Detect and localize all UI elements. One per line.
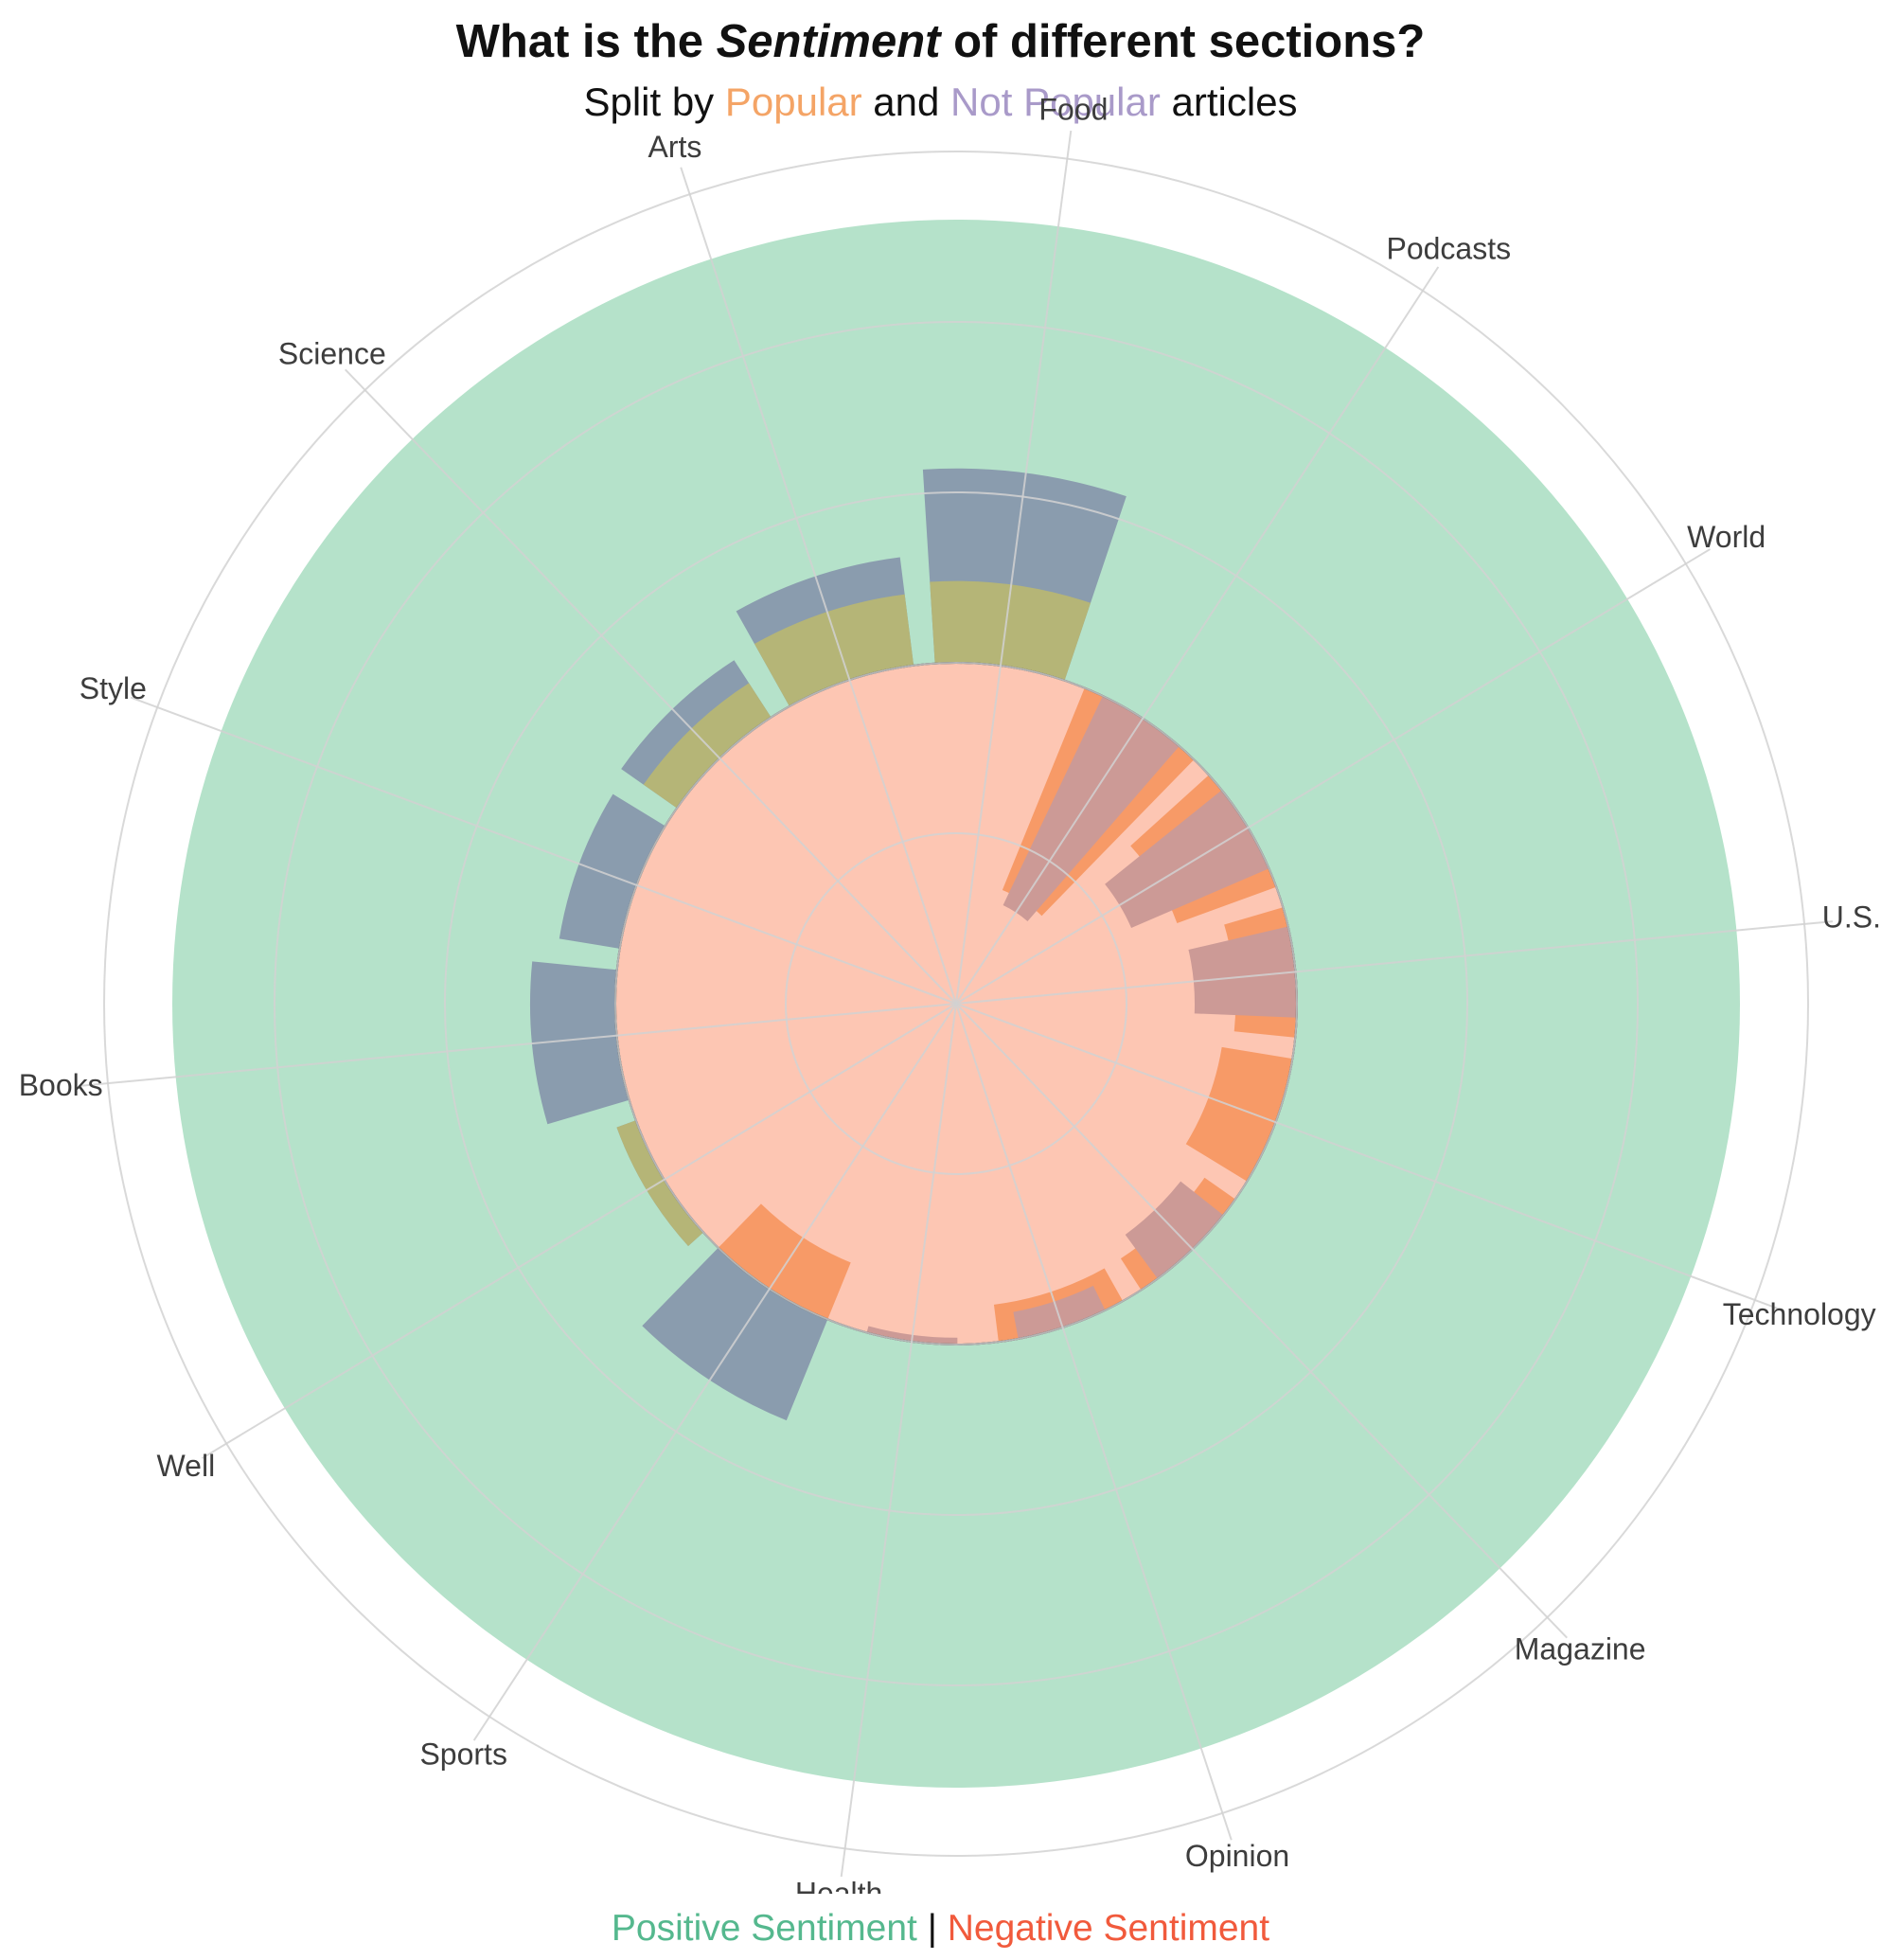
spoke-arts bbox=[680, 167, 957, 1005]
category-label-well: Well bbox=[157, 1449, 216, 1483]
chart-legend-footer: Positive Sentiment | Negative Sentiment bbox=[611, 1908, 1270, 1949]
bar-popular-positive-food bbox=[930, 580, 1091, 681]
spoke-health bbox=[840, 1003, 957, 1878]
bar-not-popular-negative-opinion bbox=[1013, 1285, 1106, 1339]
spoke-books bbox=[79, 1003, 957, 1087]
category-label-podcasts: Podcasts bbox=[1386, 232, 1511, 266]
category-label-magazine: Magazine bbox=[1515, 1632, 1646, 1666]
radial-gridline bbox=[274, 321, 1639, 1686]
spoke-well bbox=[201, 1003, 957, 1459]
bar-not-popular-positive-sports bbox=[642, 1247, 828, 1421]
spoke-opinion bbox=[955, 1003, 1233, 1841]
category-label-sports: Sports bbox=[419, 1737, 506, 1771]
spoke-food bbox=[955, 130, 1073, 1005]
radial-gridline bbox=[785, 832, 1127, 1175]
bar-not-popular-positive-style bbox=[559, 793, 665, 949]
bar-popular-negative-sports bbox=[718, 1203, 851, 1320]
spoke-sports bbox=[472, 1003, 957, 1741]
category-label-opinion: Opinion bbox=[1185, 1839, 1289, 1873]
spoke-magazine bbox=[955, 1003, 1568, 1639]
bar-not-popular-positive-books bbox=[530, 961, 630, 1125]
chart-subtitle: Split by Popular and Not Popular article… bbox=[583, 80, 1298, 124]
category-label-health: Health bbox=[795, 1876, 883, 1894]
chart-title: What is the Sentiment of different secti… bbox=[455, 16, 1426, 67]
category-label-science: Science bbox=[278, 336, 386, 370]
bar-popular-positive-arts bbox=[754, 594, 914, 706]
spoke-technology bbox=[955, 1003, 1783, 1311]
radial-gridline bbox=[614, 662, 1298, 1345]
bar-popular-negative-technology bbox=[1185, 1046, 1293, 1182]
bar-not-popular-negative-world bbox=[1105, 790, 1269, 929]
legend-negative: Negative Sentiment bbox=[947, 1908, 1270, 1949]
radial-gridline bbox=[103, 151, 1809, 1857]
category-label-u-s: U.S. bbox=[1822, 900, 1881, 935]
category-label-food: Food bbox=[1038, 93, 1108, 127]
spoke-science bbox=[345, 368, 957, 1005]
category-label-arts: Arts bbox=[648, 130, 702, 164]
spoke-style bbox=[130, 696, 957, 1005]
category-label-style: Style bbox=[80, 671, 147, 705]
spoke-world bbox=[955, 548, 1712, 1005]
polar-bar-chart: Food Podcasts World U.S. Technology Magazine O… bbox=[19, 93, 1881, 1894]
spoke-podcasts bbox=[955, 266, 1440, 1005]
radial-gridline bbox=[444, 491, 1468, 1516]
bar-not-popular-negative-u-s bbox=[1188, 926, 1297, 1018]
spoke-u-s bbox=[955, 920, 1834, 1005]
subtitle-not-popular: Not Popular bbox=[950, 80, 1161, 124]
subtitle-popular: Popular bbox=[724, 80, 862, 124]
legend-positive: Positive Sentiment bbox=[611, 1908, 917, 1949]
category-label-books: Books bbox=[19, 1068, 103, 1102]
category-label-technology: Technology bbox=[1723, 1297, 1876, 1331]
category-label-world: World bbox=[1687, 520, 1766, 554]
